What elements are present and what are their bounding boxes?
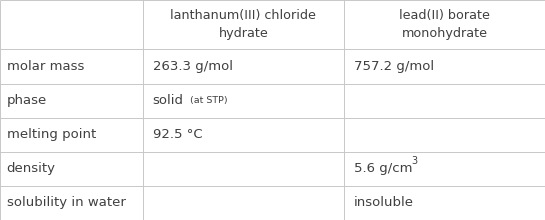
Text: insoluble: insoluble bbox=[354, 196, 414, 209]
Text: 3: 3 bbox=[411, 156, 417, 166]
Text: 757.2 g/mol: 757.2 g/mol bbox=[354, 60, 434, 73]
Text: (at STP): (at STP) bbox=[190, 96, 227, 105]
Text: solid: solid bbox=[153, 94, 184, 107]
Text: 263.3 g/mol: 263.3 g/mol bbox=[153, 60, 233, 73]
Text: lead(II) borate
monohydrate: lead(II) borate monohydrate bbox=[399, 9, 490, 40]
Text: phase: phase bbox=[7, 94, 47, 107]
Text: molar mass: molar mass bbox=[7, 60, 84, 73]
Text: melting point: melting point bbox=[7, 128, 96, 141]
Text: 92.5 °C: 92.5 °C bbox=[153, 128, 202, 141]
Text: lanthanum(III) chloride
hydrate: lanthanum(III) chloride hydrate bbox=[171, 9, 316, 40]
Text: 5.6 g/cm: 5.6 g/cm bbox=[354, 162, 412, 175]
Text: density: density bbox=[7, 162, 56, 175]
Text: solubility in water: solubility in water bbox=[7, 196, 125, 209]
